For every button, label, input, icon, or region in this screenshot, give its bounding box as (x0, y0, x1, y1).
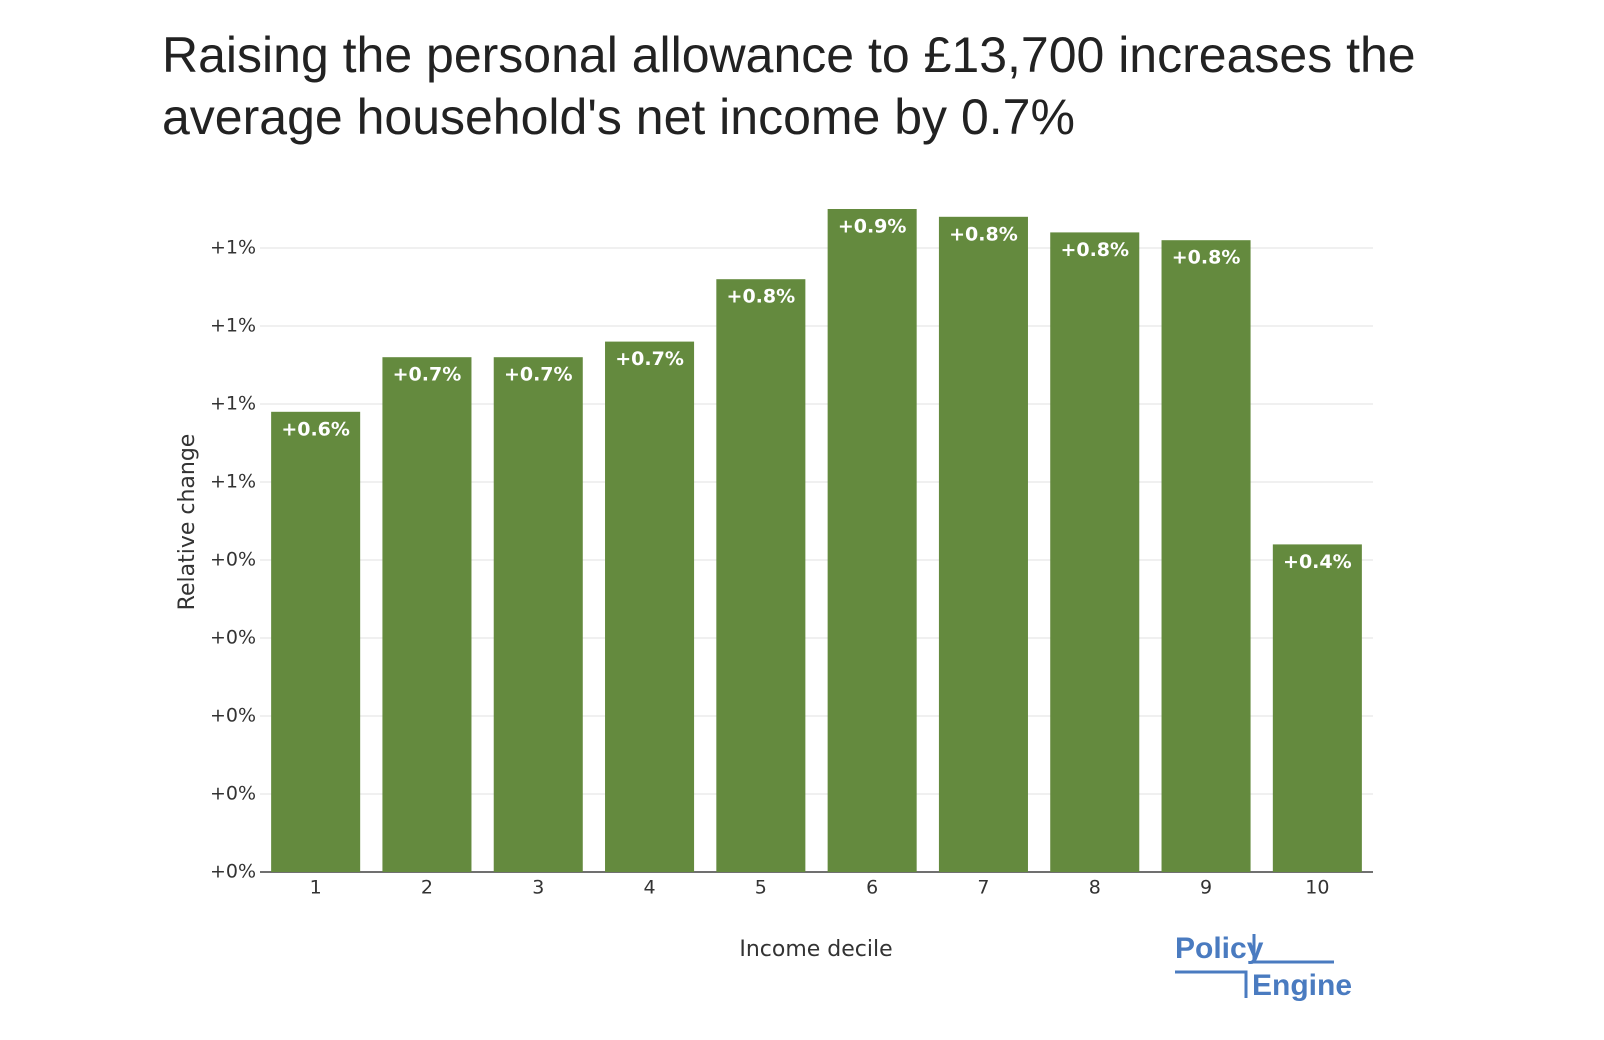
x-tick-label: 3 (532, 877, 544, 899)
y-tick-label: +1% (210, 315, 256, 337)
x-tick-label: 1 (310, 877, 322, 899)
bar (493, 357, 583, 872)
value-label: +0.8% (949, 223, 1018, 245)
logo-lines (1175, 934, 1334, 998)
value-label: +0.8% (727, 286, 796, 308)
value-label: +0.4% (1283, 551, 1352, 573)
y-tick-label: +0% (210, 861, 256, 883)
x-tick-label: 6 (866, 877, 878, 899)
bar (827, 209, 917, 872)
value-label: +0.9% (838, 216, 907, 238)
bar (605, 341, 695, 873)
y-tick-label: +1% (210, 471, 256, 493)
value-label: +0.7% (504, 364, 573, 386)
y-tick-label: +0% (210, 705, 256, 727)
y-tick-label: +1% (210, 393, 256, 415)
value-label: +0.7% (615, 348, 684, 370)
x-tick-label: 8 (1089, 877, 1101, 899)
bar (382, 357, 472, 872)
bar (938, 216, 1028, 873)
y-tick-label: +0% (210, 549, 256, 571)
x-tick-label: 7 (977, 877, 989, 899)
y-tick-label: +0% (210, 627, 256, 649)
value-label: +0.7% (393, 364, 462, 386)
bar (716, 279, 806, 872)
y-axis-label: Relative change (175, 434, 200, 611)
y-tick-label: +0% (210, 783, 256, 805)
chart-title-line2: average household's net income by 0.7% (162, 89, 1075, 145)
x-tick-label: 2 (421, 877, 433, 899)
bar (1161, 240, 1251, 872)
logo: Policy Engine (1175, 932, 1352, 1002)
bar (271, 411, 361, 872)
value-label: +0.8% (1172, 247, 1241, 269)
x-tick-label: 5 (755, 877, 767, 899)
value-label: +0.6% (281, 418, 350, 440)
x-tick-label: 4 (644, 877, 656, 899)
y-tick-label: +1% (210, 237, 256, 259)
logo-text: Engine (1252, 969, 1352, 1002)
value-label: +0.8% (1060, 239, 1129, 261)
chart-title-line1: Raising the personal allowance to £13,70… (162, 27, 1416, 83)
logo-text: Policy (1175, 932, 1264, 965)
bar (1272, 544, 1362, 872)
x-tick-label: 9 (1200, 877, 1212, 899)
bar (1050, 232, 1140, 872)
x-axis-label: Income decile (739, 937, 892, 962)
x-tick-label: 10 (1305, 877, 1329, 899)
